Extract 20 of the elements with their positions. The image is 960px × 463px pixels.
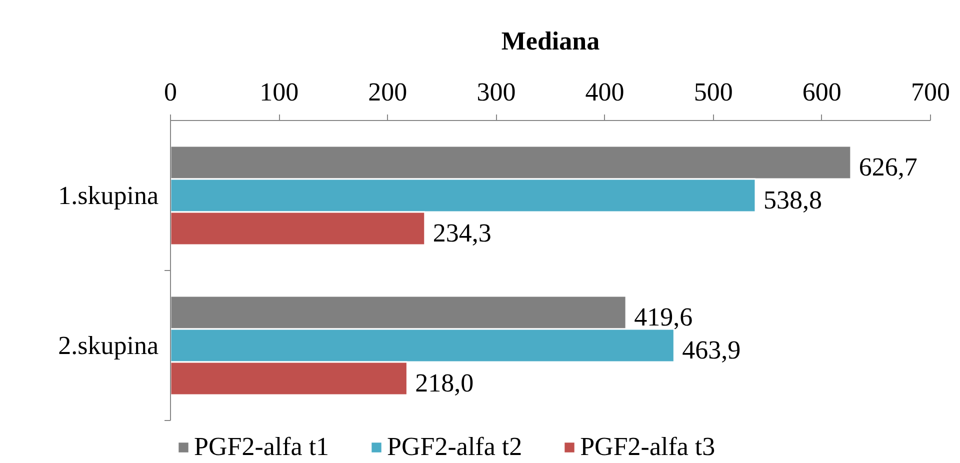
- data-label: 538,8: [763, 186, 822, 214]
- x-tick-label: 500: [694, 78, 733, 106]
- data-label: 419,6: [634, 302, 693, 332]
- x-tick-label: 100: [260, 78, 299, 106]
- x-tick-label: 400: [585, 78, 624, 106]
- data-label: 626,7: [858, 152, 918, 182]
- data-label: 463,9: [682, 336, 741, 364]
- x-tick-label: 0: [164, 78, 177, 106]
- x-tick-label: 300: [476, 78, 516, 106]
- y-tick-label: 1.skupina: [58, 181, 159, 210]
- x-tick-label: 600: [802, 78, 842, 106]
- x-tick-label: 200: [368, 78, 408, 106]
- x-tick-label: 700: [911, 78, 950, 106]
- legend-label: PGF2-alfa t2: [387, 432, 522, 462]
- legend-label: PGF2-alfa t1: [194, 432, 330, 462]
- data-label: 218,0: [415, 368, 474, 398]
- y-tick-label: 2.skupina: [58, 331, 159, 360]
- legend-label: PGF2-alfa t3: [580, 432, 716, 462]
- chart-title: Mediana: [501, 26, 600, 56]
- data-label: 234,3: [432, 218, 492, 248]
